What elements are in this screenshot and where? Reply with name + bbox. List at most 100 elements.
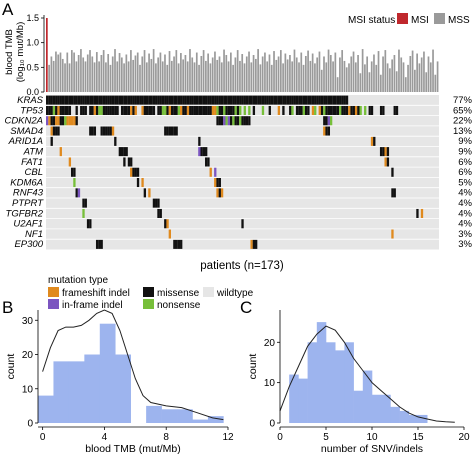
mutation-cell <box>68 116 72 126</box>
mutation-cell <box>198 95 201 105</box>
tmb-bar <box>148 53 150 92</box>
mutation-cell <box>295 105 299 115</box>
histogram-bar <box>326 342 336 423</box>
mutation-cell <box>227 95 231 105</box>
tmb-bar <box>273 51 275 92</box>
tmb-bar <box>118 53 121 92</box>
tmb-bar <box>239 60 241 92</box>
gene-label: CDKN2A <box>4 116 43 127</box>
density-curve <box>279 325 455 423</box>
mutation-cell <box>123 105 126 115</box>
msi-swatch <box>397 13 408 24</box>
tmb-bar <box>382 56 384 92</box>
mutation-cell <box>66 116 69 126</box>
tmb-bar <box>386 63 389 92</box>
tmb-bar <box>132 59 135 92</box>
mutation-cell <box>86 95 90 105</box>
tmb-bar <box>170 60 173 92</box>
mutation-cell <box>214 178 217 188</box>
mutation-cell <box>127 157 131 167</box>
mutation-cell <box>234 95 237 105</box>
mutation-cell <box>55 116 58 126</box>
mutation-cell <box>50 136 53 146</box>
tmb-bar <box>379 74 382 92</box>
mutation-cell <box>282 105 285 115</box>
mutation-cell <box>302 95 306 105</box>
tmb-bar <box>393 55 396 92</box>
mutation-cell <box>68 105 72 115</box>
mutation-cell <box>325 116 328 126</box>
mutation-cell <box>184 105 187 115</box>
mutation-cell <box>343 95 346 105</box>
mutation-cell <box>266 95 269 105</box>
mutation-cell <box>239 95 242 105</box>
mutation-cell <box>198 136 201 146</box>
tmb-bar <box>345 67 348 92</box>
tmb-bar <box>329 55 332 92</box>
tmb-bar <box>350 56 353 92</box>
tmb-bar <box>289 55 291 92</box>
mutation-cell <box>193 95 196 105</box>
mutation-cell <box>311 105 315 115</box>
mutation-cell <box>143 188 147 198</box>
tmb-bar <box>127 61 130 92</box>
mutation-cell <box>198 105 201 115</box>
tmb-bar <box>80 49 82 92</box>
mutation-cell <box>155 198 158 208</box>
mutation-cell <box>357 105 360 115</box>
mutation-cell <box>152 105 156 115</box>
tmb-bar <box>198 64 200 92</box>
x-tick-label: 10 <box>366 432 378 443</box>
tmb-bar <box>82 57 85 92</box>
histogram-bar <box>207 416 224 423</box>
histogram-bar <box>298 378 308 423</box>
tmb-bar <box>216 59 219 92</box>
tmb-bar <box>293 49 296 92</box>
tmb-bar <box>332 61 334 92</box>
tmb-bar <box>398 49 400 92</box>
mutation-cell <box>273 95 276 105</box>
mutation-cell <box>220 95 224 105</box>
tmb-bar <box>309 60 312 92</box>
mutation-cell <box>123 157 126 167</box>
panel-a-letter: A <box>2 0 14 19</box>
x-tick-label: 4 <box>102 432 108 443</box>
tmb-bar <box>352 51 355 92</box>
tmb-bar <box>266 61 269 92</box>
mutation-cell <box>323 95 326 105</box>
mutation-cell <box>73 116 76 126</box>
tmb-y-tick-label: 0.5 <box>26 62 39 72</box>
histogram-bar <box>390 406 400 423</box>
tmb-bar <box>195 52 198 92</box>
mutation-cell <box>98 105 101 115</box>
mutation-cell <box>202 95 206 105</box>
mutation-cell <box>73 167 76 177</box>
tmb-bar <box>261 56 264 92</box>
histogram-bar <box>115 354 131 423</box>
mutation-cell <box>304 105 308 115</box>
mutation-cell <box>114 95 117 105</box>
tmb-bar <box>230 52 232 92</box>
mutation-cell <box>325 105 328 115</box>
mutation-cell <box>245 116 249 126</box>
tmb-bar <box>205 60 207 92</box>
tmb-bar <box>314 63 316 92</box>
y-tick-label: 10 <box>22 384 34 395</box>
tmb-bar <box>98 61 100 92</box>
mutation-cell <box>220 188 224 198</box>
x-tick-label: 0 <box>40 432 46 443</box>
mutation-cell <box>150 105 153 115</box>
mutation-cell <box>254 95 258 105</box>
legend-swatch-inframe <box>48 299 59 309</box>
mutation-cell <box>216 178 219 188</box>
mutation-cell <box>386 157 390 167</box>
mutation-cell <box>114 105 117 115</box>
histogram-bar <box>372 394 382 423</box>
mutation-cell <box>391 188 394 198</box>
mutation-cell <box>348 105 351 115</box>
mutation-cell <box>107 105 110 115</box>
mutation-cell <box>155 95 158 105</box>
tmb-bar <box>325 62 328 92</box>
mutation-cell <box>332 95 335 105</box>
